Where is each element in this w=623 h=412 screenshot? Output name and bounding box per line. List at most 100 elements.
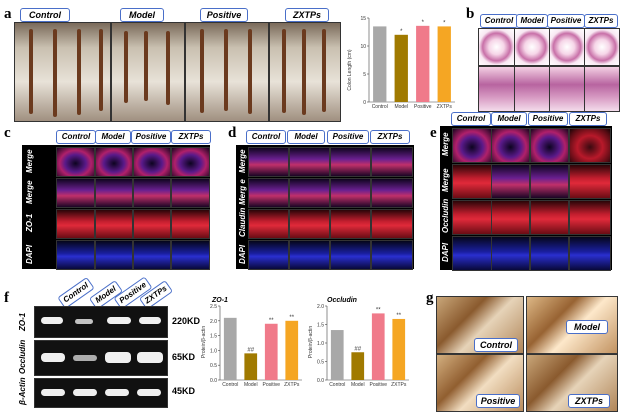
bar-annotation: ** bbox=[376, 307, 381, 313]
photo-zxtps bbox=[269, 22, 341, 122]
bar-annotation: ** bbox=[396, 313, 401, 319]
ytick-label: 0.0 bbox=[317, 378, 324, 384]
ytick-label: 0.5 bbox=[317, 360, 324, 366]
xtick-label: Positive bbox=[262, 382, 280, 388]
bar-positive bbox=[416, 25, 430, 103]
bar-annotation: * bbox=[422, 20, 425, 26]
tag-g-positive: Positive bbox=[476, 394, 520, 408]
ytick-label: 1.0 bbox=[317, 341, 324, 347]
wb-size-220: 220KD bbox=[172, 316, 201, 326]
chart-occludin: Occludin Protein/β-actin 0.0 0.5 1.0 1.5 2.0… bbox=[308, 297, 409, 388]
tag-e-control: Control bbox=[451, 112, 491, 126]
panel-label-a: a bbox=[4, 6, 12, 22]
photo-control bbox=[14, 22, 111, 122]
xtick-label: Model bbox=[394, 104, 408, 110]
row-d-dapi: DAPI bbox=[238, 244, 247, 264]
row-d-merge2: Merg e bbox=[238, 179, 247, 205]
panel-label-e: e bbox=[430, 125, 437, 141]
tag-b-zxtps: ZXTPs bbox=[584, 14, 618, 28]
xtick-label: Model bbox=[351, 382, 365, 388]
bar-control bbox=[223, 317, 237, 380]
tag-g-zxtps: ZXTPs bbox=[568, 394, 610, 408]
xtick-label: Positive bbox=[414, 104, 432, 110]
tag-b-positive: Positive bbox=[547, 14, 585, 28]
tag-c-zxtps: ZXTPs bbox=[171, 130, 211, 144]
tag-b-model: Model bbox=[516, 14, 548, 28]
ytick-label: 10 bbox=[360, 44, 366, 50]
tag-g-control: Control bbox=[474, 338, 518, 352]
xtick-label: ZXTPs bbox=[284, 382, 300, 388]
row-c-merge: Merge bbox=[25, 149, 34, 173]
tag-d-zxtps: ZXTPs bbox=[370, 130, 410, 144]
row-e-merge: Merge bbox=[441, 132, 450, 157]
wb-size-65: 65KD bbox=[172, 352, 196, 362]
bar-annotation: ## bbox=[247, 347, 254, 353]
bar-control bbox=[373, 26, 387, 102]
chart-zo1: ZO-1 Protein/β-actin 0.0 0.5 1.0 1.5 2.0 2.5 C… bbox=[201, 297, 302, 388]
ytick-label: 0.0 bbox=[210, 378, 217, 384]
bar-model bbox=[351, 352, 365, 380]
xtick-label: Control bbox=[372, 104, 388, 110]
row-c-dapi: DAPI bbox=[25, 244, 34, 264]
ytick-label: 1.5 bbox=[210, 334, 217, 340]
chart-colon-length: Colon Length (cm) 0 5 10 15 Control * Model * Po… bbox=[347, 16, 455, 110]
row-e-occludin: Occludin bbox=[441, 198, 450, 233]
panel-label-b: b bbox=[466, 6, 475, 22]
bar-positive bbox=[371, 313, 385, 380]
row-d-merge: Merge bbox=[238, 149, 247, 173]
xtick-label: Positive bbox=[369, 382, 387, 388]
tag-d-positive: Positive bbox=[327, 130, 369, 144]
ytick-label: 2.5 bbox=[210, 304, 217, 310]
ytick-label: 0 bbox=[363, 100, 366, 106]
tag-d-control: Control bbox=[246, 130, 286, 144]
tag-e-zxtps: ZXTPs bbox=[569, 112, 607, 126]
tag-e-positive: Positive bbox=[528, 112, 568, 126]
ytick-label: 1.5 bbox=[317, 323, 324, 329]
tag-c-model: Model bbox=[95, 130, 131, 144]
tag-model: Model bbox=[120, 8, 164, 22]
tag-b-control: Control bbox=[480, 14, 518, 28]
bar-positive bbox=[264, 323, 278, 380]
row-c-merge2: Merge bbox=[25, 180, 34, 204]
xtick-label: Model bbox=[244, 382, 258, 388]
bar-control bbox=[330, 330, 344, 380]
tag-g-model: Model bbox=[566, 320, 608, 334]
tag-d-model: Model bbox=[287, 130, 325, 144]
tag-c-positive: Positive bbox=[131, 130, 171, 144]
panel-label-g: g bbox=[426, 290, 434, 306]
bar-annotation: * bbox=[400, 29, 403, 35]
tag-c-control: Control bbox=[56, 130, 96, 144]
ytick-label: 1.0 bbox=[210, 348, 217, 354]
photo-positive bbox=[185, 22, 269, 122]
tag-control: Control bbox=[20, 8, 70, 22]
tag-f-control: Control bbox=[57, 276, 95, 310]
wb-size-45: 45KD bbox=[172, 386, 196, 396]
bar-annotation: ## bbox=[354, 346, 361, 352]
bar-model bbox=[394, 34, 408, 102]
xtick-label: Control bbox=[329, 382, 345, 388]
photo-model bbox=[111, 22, 185, 122]
wb-row-actin: β-Actin bbox=[18, 377, 27, 405]
tag-positive: Positive bbox=[200, 8, 248, 22]
ytick-label: 2.0 bbox=[210, 319, 217, 325]
axis-label-occludin: Protein/β-actin bbox=[308, 326, 314, 359]
bar-model bbox=[244, 353, 258, 380]
axis-label-colon-length: Colon Length (cm) bbox=[347, 49, 353, 90]
ytick-label: 2.0 bbox=[317, 304, 324, 310]
bar-annotation: ** bbox=[269, 318, 274, 324]
wb-row-occludin: Occludin bbox=[18, 339, 27, 374]
bar-annotation: ** bbox=[289, 315, 294, 321]
ytick-label: 5 bbox=[363, 72, 366, 78]
row-e-dapi: DAPI bbox=[441, 242, 450, 263]
wb-row-zo1: ZO-1 bbox=[18, 312, 27, 332]
tag-zxtps: ZXTPs bbox=[285, 8, 329, 22]
ytick-label: 0.5 bbox=[210, 363, 217, 369]
panel-label-c: c bbox=[4, 125, 11, 141]
row-e-merge2: Merge bbox=[441, 168, 450, 193]
row-c-zo1: ZO-1 bbox=[25, 213, 34, 233]
xtick-label: ZXTPs bbox=[391, 382, 407, 388]
row-d-claudin: Claudin bbox=[238, 207, 247, 237]
ytick-label: 15 bbox=[360, 16, 366, 22]
panel-label-d: d bbox=[228, 125, 237, 141]
xtick-label: ZXTPs bbox=[437, 104, 453, 110]
